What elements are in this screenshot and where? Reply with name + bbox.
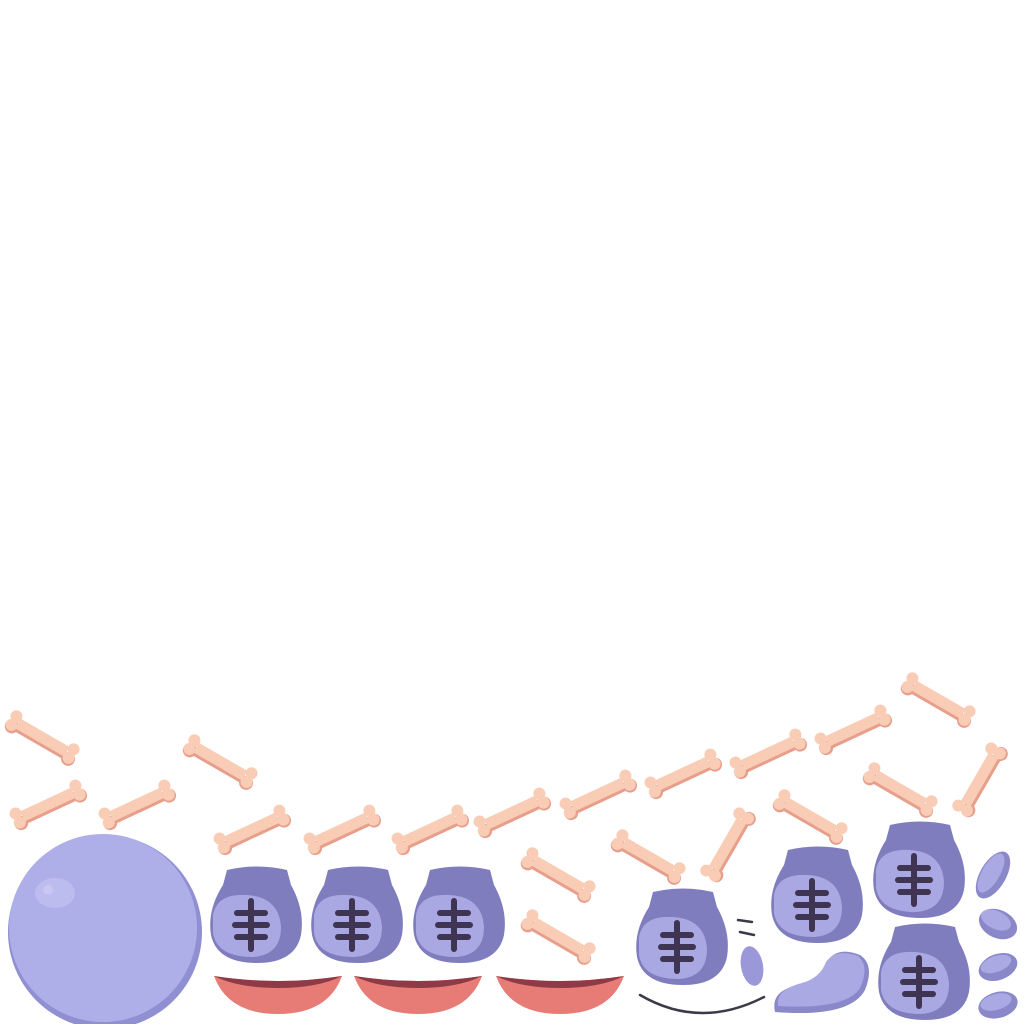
face-details	[638, 918, 766, 1015]
small-pieces	[740, 851, 1018, 1019]
ball	[8, 834, 202, 1024]
mouths	[214, 976, 624, 1014]
